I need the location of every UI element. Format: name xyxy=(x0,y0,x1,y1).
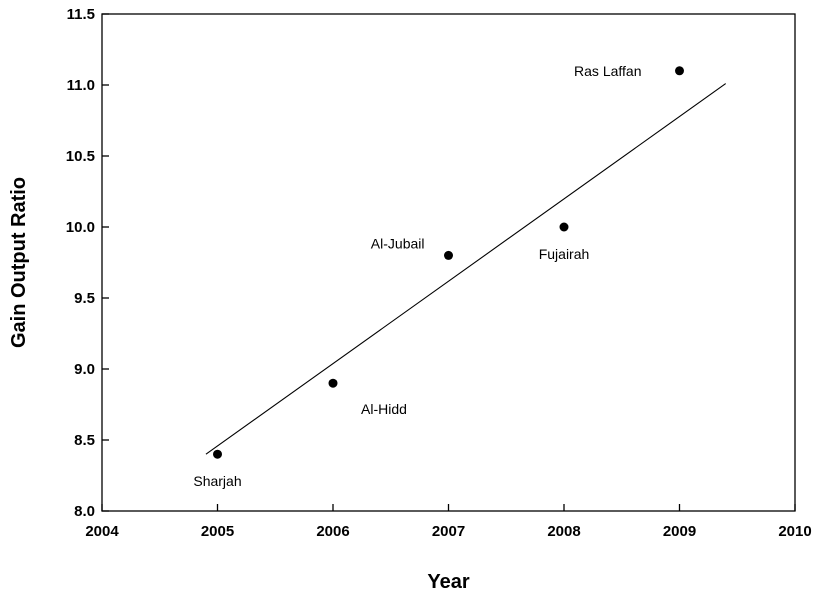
point-label: Sharjah xyxy=(193,473,241,489)
point-labels: Sharjah Al-Hidd Al-Jubail Fujairah Ras Laffa… xyxy=(193,63,641,489)
x-tick-label: 2005 xyxy=(201,523,234,540)
point-label: Fujairah xyxy=(539,246,590,262)
trendline-group xyxy=(205,83,727,455)
x-tick-label: 2009 xyxy=(663,523,696,540)
y-tick-label: 8.5 xyxy=(74,432,95,449)
point-label: Al-Jubail xyxy=(371,235,425,251)
y-tick-label: 10.0 xyxy=(66,219,95,236)
point-label: Ras Laffan xyxy=(574,63,641,79)
data-point xyxy=(213,449,222,459)
plot-area-frame xyxy=(101,13,796,512)
trendline xyxy=(205,83,727,455)
y-tick-label: 11.0 xyxy=(67,77,95,94)
data-point xyxy=(559,222,569,232)
x-tick-label: 2007 xyxy=(432,523,465,540)
y-tick-label: 11.5 xyxy=(67,6,95,23)
y-axis-ticks: 8.0 8.5 9.0 9.5 10.0 10.5 11.0 11.5 xyxy=(66,6,109,520)
data-point xyxy=(444,250,453,260)
data-points xyxy=(213,66,684,459)
y-tick-label: 10.5 xyxy=(66,148,95,165)
y-axis-title: Gain Output Ratio xyxy=(8,177,30,348)
x-tick-label: 2004 xyxy=(85,523,119,540)
x-tick-label: 2010 xyxy=(778,523,811,540)
point-label: Al-Hidd xyxy=(361,401,407,417)
x-tick-label: 2008 xyxy=(547,523,580,540)
x-tick-label: 2006 xyxy=(316,523,349,540)
y-tick-label: 9.0 xyxy=(74,361,95,378)
x-axis-title: Year xyxy=(427,571,469,593)
y-tick-label: 9.5 xyxy=(74,290,95,307)
x-axis-ticks: 2004 2005 2006 2007 2008 2009 2010 xyxy=(85,504,812,540)
data-point xyxy=(328,378,338,388)
data-point xyxy=(675,66,684,76)
y-tick-label: 8.0 xyxy=(74,503,95,520)
